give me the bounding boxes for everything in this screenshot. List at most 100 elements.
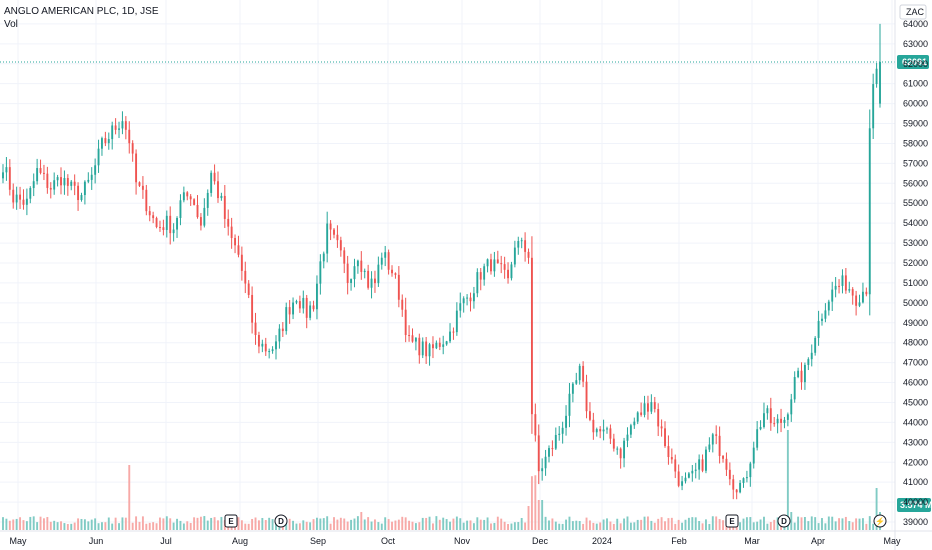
volume-bar (776, 517, 779, 530)
candle-body (739, 482, 742, 493)
y-tick-label: 43000 (903, 437, 928, 447)
candle (12, 183, 15, 209)
candle (39, 159, 42, 175)
x-tick-label: May (883, 536, 901, 546)
candle (319, 254, 322, 295)
candle (858, 294, 861, 308)
candle (643, 395, 646, 418)
volume-bar (237, 517, 240, 530)
volume-bar (653, 522, 656, 530)
candle (107, 132, 110, 150)
y-axis[interactable]: 39000 40000 41000 42000 43000 44000 45000 46000… (894, 0, 928, 550)
candle (838, 279, 841, 294)
candle (490, 253, 492, 275)
candle (278, 324, 281, 349)
candle (500, 255, 503, 274)
volume-bar (445, 519, 448, 530)
candle (179, 194, 182, 226)
dividend-marker[interactable]: D (274, 514, 288, 528)
candle (435, 340, 438, 350)
dividend-marker[interactable]: D (777, 514, 791, 528)
volume-bar (520, 517, 523, 530)
candle-body (121, 121, 124, 129)
candle-body (459, 303, 462, 311)
split-flash-marker[interactable]: ⚡ (873, 514, 887, 528)
y-tick-label: 50000 (903, 298, 928, 308)
candle (698, 454, 701, 480)
candle-body (210, 172, 213, 193)
candle-body (302, 297, 305, 309)
volume-bar (708, 523, 711, 530)
candle (42, 164, 45, 181)
candle-body (786, 414, 789, 420)
volume-bar (261, 517, 264, 530)
x-axis[interactable]: May Jun Jul Aug Sep Oct Nov Dec 2024 Feb Mar Apr May (0, 530, 932, 546)
candle (193, 198, 196, 206)
volume-bar (370, 521, 373, 530)
candle-body (701, 459, 704, 471)
candle-body (490, 259, 492, 272)
volume-bar (42, 518, 45, 530)
candle (588, 402, 591, 422)
volume-bar (176, 518, 178, 530)
candle-body (380, 257, 383, 265)
candle (745, 470, 748, 483)
candle-body (363, 270, 366, 272)
volume-bar (469, 520, 472, 530)
candle (657, 403, 660, 437)
volume-bar (797, 516, 800, 530)
candle-body (237, 245, 240, 255)
volume-bar (159, 517, 161, 530)
candle (101, 136, 103, 156)
y-tick-label: 52000 (903, 258, 928, 268)
volume-bar (29, 516, 32, 530)
x-tick-label: Jun (89, 536, 104, 546)
earnings-marker[interactable]: E (725, 514, 739, 528)
candle-body (53, 180, 56, 190)
candle-body (865, 291, 868, 295)
candle (640, 402, 643, 417)
candle-body (432, 344, 434, 349)
candle-body (599, 429, 602, 432)
volume-bar (647, 516, 649, 530)
volume-bar (834, 521, 837, 530)
candle-body (254, 322, 257, 335)
volume-bar (687, 517, 690, 530)
candle-body (684, 477, 687, 482)
x-tick-label: Oct (381, 536, 396, 546)
candle (803, 362, 806, 390)
candle-body (46, 173, 49, 188)
candle-body (80, 195, 83, 201)
candle-body (841, 275, 844, 286)
currency-badge[interactable]: ZAC (899, 4, 927, 20)
candle-body (39, 168, 42, 173)
candle-body (769, 408, 772, 424)
candle (783, 416, 786, 429)
current-price-text: 62091 (902, 57, 927, 67)
candle (800, 362, 803, 390)
candle (592, 412, 595, 440)
candle (360, 251, 363, 280)
candle-body (752, 447, 755, 464)
volume-bar (367, 517, 370, 530)
candle (875, 63, 878, 88)
candle-body (711, 434, 714, 445)
volume-bar (387, 519, 390, 530)
volume-bar (380, 523, 383, 530)
volume-bar (763, 516, 765, 530)
currency-badge-text: ZAC (906, 7, 925, 17)
candle-body (118, 128, 120, 130)
volume-bar (60, 521, 62, 530)
volume-bar (800, 517, 803, 530)
volume-bar (162, 518, 165, 530)
candle-body (674, 459, 677, 472)
volume-bar (858, 518, 861, 530)
candle-body (565, 415, 568, 428)
y-tick-label: 63000 (903, 39, 928, 49)
volume-bar (319, 518, 322, 530)
y-tick-label: 40000 (903, 497, 928, 507)
earnings-marker[interactable]: E (224, 514, 238, 528)
candle (87, 172, 90, 184)
candle-body (145, 189, 148, 212)
